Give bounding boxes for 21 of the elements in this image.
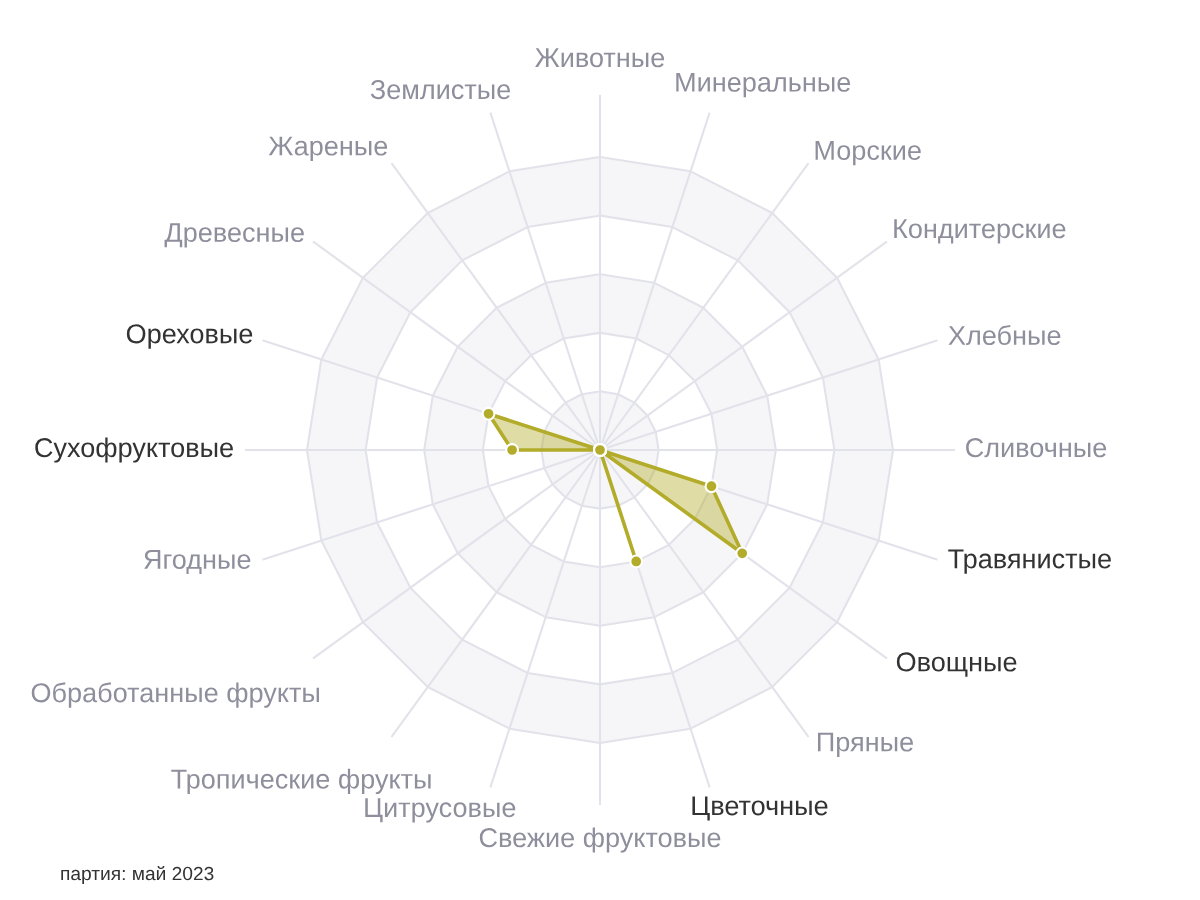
spoke-label: Древесные: [164, 223, 304, 248]
spoke-label: Жареные: [268, 136, 388, 161]
spoke-label: Овощные: [896, 652, 1017, 677]
spoke-label: Хлебные: [948, 324, 1061, 346]
spoke-label: Свежие фруктовые: [479, 827, 721, 853]
spoke-label: Минеральные: [676, 72, 851, 98]
spoke-label: Морские: [815, 141, 921, 166]
text: партия: май 2023: [61, 865, 214, 885]
spoke-label: Травянистые: [948, 549, 1111, 574]
spoke-label: Сливочные: [966, 438, 1107, 458]
spoke-label: Цитрусовые: [365, 798, 516, 823]
spoke-label: Землистые: [370, 79, 511, 100]
spoke-label: Обработанные фрукты: [31, 682, 319, 708]
spoke-label: Сухофруктовые: [35, 437, 233, 463]
spoke-label: Кондитерские: [894, 219, 1066, 244]
spoke-label: Ореховые: [126, 324, 253, 349]
spoke-label: Ягодные: [144, 550, 251, 575]
spoke-label: Пряные: [817, 732, 913, 757]
spoke-label: Цветочные: [692, 796, 828, 821]
spoke-label: Тропические фрукты: [171, 768, 431, 795]
spoke-label: Животные: [535, 48, 665, 68]
